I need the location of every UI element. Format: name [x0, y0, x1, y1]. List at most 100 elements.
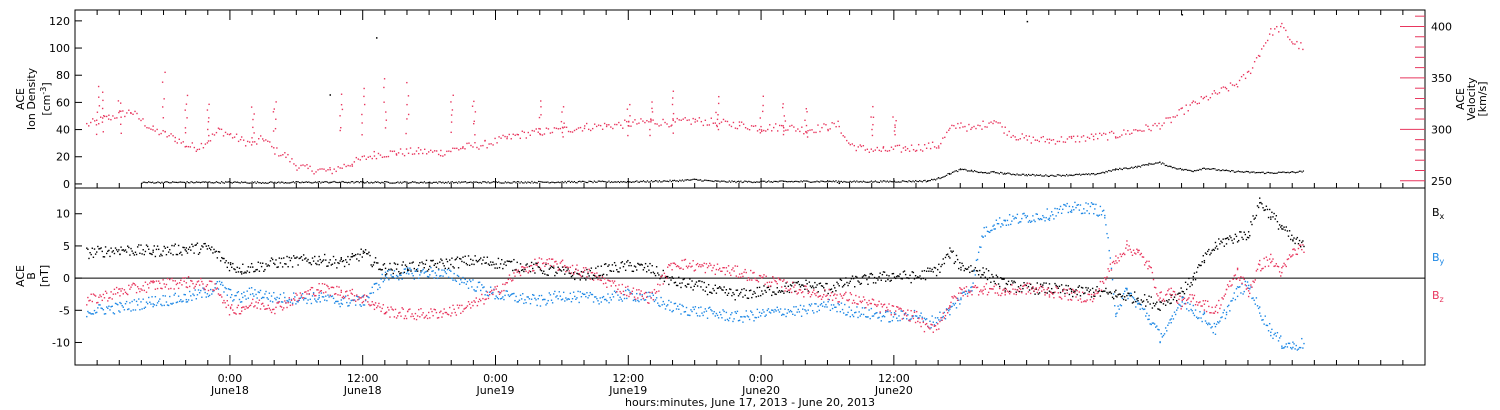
bx-point [572, 271, 575, 274]
velocity-point [516, 133, 518, 136]
bz-point [850, 293, 853, 296]
by-point [1005, 224, 1008, 226]
bx-point [562, 269, 565, 271]
bz-point [213, 289, 215, 292]
density-point [291, 181, 293, 183]
velocity-point [373, 155, 376, 157]
by-point [348, 304, 350, 307]
bx-point [234, 268, 236, 271]
bx-point [852, 277, 855, 280]
bx-point [507, 260, 510, 263]
density-point [278, 181, 280, 183]
by-point [252, 293, 254, 295]
density-point [661, 181, 663, 183]
velocity-point [908, 150, 911, 152]
by-point [1077, 203, 1079, 206]
velocity-point [525, 137, 527, 139]
density-point [1266, 171, 1268, 174]
by-point [578, 301, 580, 304]
velocity-point [783, 130, 785, 132]
velocity-point [973, 125, 975, 128]
by-point [337, 300, 339, 303]
bx-point [1197, 266, 1199, 269]
by-point [503, 298, 505, 301]
by-point [1045, 216, 1047, 219]
by-point [260, 297, 263, 300]
bz-point [1034, 288, 1036, 290]
by-point [878, 316, 880, 319]
density-point [1135, 165, 1137, 168]
by-point [685, 306, 688, 309]
velocity-point [218, 128, 221, 130]
velocity-point [1036, 139, 1038, 141]
density-point [500, 182, 503, 184]
bx-point [1001, 278, 1003, 280]
density-point [1034, 175, 1036, 177]
density-point [422, 182, 424, 184]
bz-point [111, 298, 113, 300]
bz-point [989, 287, 991, 290]
by-point [1171, 315, 1173, 317]
bx-point [773, 291, 775, 293]
bx-point [362, 250, 365, 252]
bx-point [408, 269, 410, 271]
density-point [459, 182, 461, 184]
velocity-spike-point [806, 111, 808, 113]
velocity-spike-point [471, 105, 474, 107]
velocity-point [624, 119, 626, 121]
by-point [151, 296, 153, 298]
velocity-point [260, 135, 262, 137]
density-point [1218, 169, 1220, 171]
bz-point [512, 279, 514, 281]
bz-point [123, 289, 126, 291]
by-point [971, 290, 973, 292]
by-point [585, 295, 587, 298]
bz-point [185, 286, 188, 288]
density-point [664, 180, 666, 182]
by-point [850, 309, 853, 311]
velocity-spike-point [161, 106, 164, 108]
by-point [331, 295, 334, 297]
bx-point [1096, 285, 1098, 288]
density-point [649, 181, 651, 183]
velocity-point [616, 123, 618, 126]
by-point [515, 295, 517, 298]
by-point [462, 276, 464, 279]
bx-point [1101, 290, 1104, 293]
bx-point [1178, 292, 1180, 294]
bz-point [832, 294, 835, 297]
density-point [796, 180, 798, 183]
density-point [577, 180, 580, 183]
by-point [444, 271, 446, 273]
bz-point [248, 305, 251, 307]
density-point [916, 180, 918, 183]
by-point [307, 299, 309, 301]
by-point [194, 289, 196, 291]
bx-point [108, 249, 110, 252]
density-point [526, 182, 528, 184]
velocity-point [1131, 132, 1133, 135]
by-point [922, 320, 925, 322]
by-point [224, 286, 226, 289]
bx-point [482, 259, 484, 261]
bz-point [350, 292, 352, 294]
velocity-spike-point [628, 121, 630, 123]
bx-point [1262, 207, 1264, 209]
bz-point [149, 282, 151, 284]
velocity-point [156, 128, 158, 131]
bx-point [494, 267, 496, 269]
velocity-point [437, 153, 440, 156]
bz-point [960, 288, 962, 290]
velocity-point [672, 119, 674, 122]
density-point [324, 181, 326, 183]
bx-point [214, 251, 216, 253]
bx-point [616, 269, 618, 271]
velocity-spike-point [717, 128, 720, 131]
bz-point [736, 265, 739, 268]
bz-point [590, 272, 593, 274]
by-point [1282, 347, 1284, 349]
bx-point [757, 295, 760, 297]
by-point [1262, 319, 1264, 321]
velocity-point [170, 133, 172, 135]
bz-point [597, 278, 599, 281]
